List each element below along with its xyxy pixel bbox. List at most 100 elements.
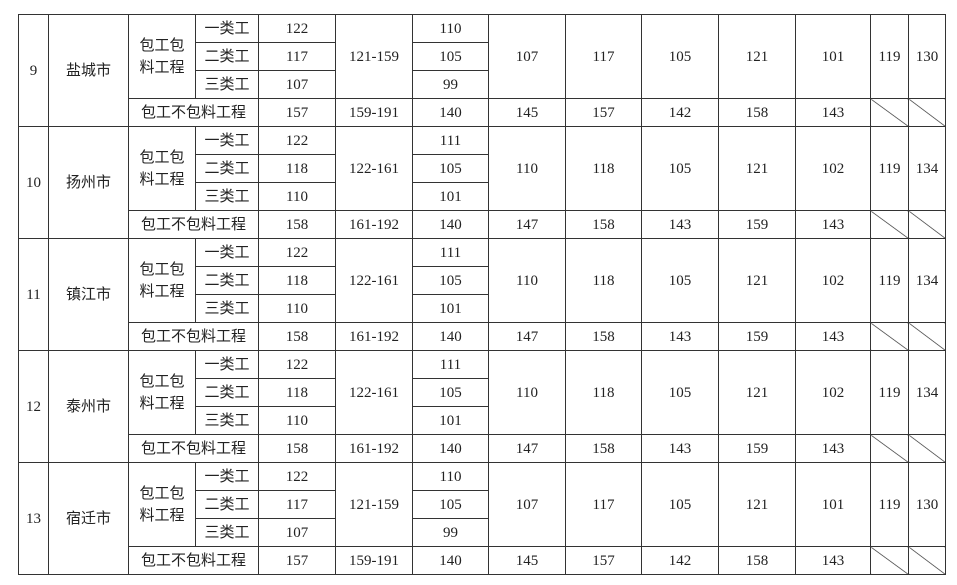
rate-col: 118 xyxy=(565,126,642,211)
rate-table: 9 盐城市 包工包料工程 一类工 122 121-159 110 107 117 105 121 10… xyxy=(18,14,946,575)
rate-col: 158 xyxy=(565,322,642,351)
table-row: 二类工 117 105 xyxy=(19,490,946,519)
table-row: 13 宿迁市 包工包料工程 一类工 122 121-159 110 107 117 105 121 1… xyxy=(18,462,946,575)
rate-c: 105 xyxy=(412,42,489,71)
contract-type: 包工不包料工程 xyxy=(128,210,259,239)
table-row: 二类工 117 105 xyxy=(19,42,946,71)
city: 宿迁市 xyxy=(48,462,129,575)
table-row: 包工不包料工程 158 161-192 140 147 158 143 159 143 xyxy=(19,322,946,351)
rate-a: 117 xyxy=(258,42,336,71)
rate-i: 119 xyxy=(870,350,909,435)
empty-cell xyxy=(870,98,909,127)
rate-c: 111 xyxy=(412,350,489,379)
rate-c: 105 xyxy=(412,378,489,407)
rate-i: 119 xyxy=(870,126,909,211)
rate-i: 119 xyxy=(870,462,909,547)
contract-type: 包工包料工程 xyxy=(128,350,196,435)
table-row: 三类工 107 99 xyxy=(19,70,946,99)
city: 盐城市 xyxy=(48,14,129,127)
row-number: 13 xyxy=(18,462,49,575)
sheet: 9 盐城市 包工包料工程 一类工 122 121-159 110 107 117 105 121 10… xyxy=(18,14,946,575)
rate-a: 110 xyxy=(258,406,336,435)
rate-col: 117 xyxy=(565,462,642,547)
empty-cell xyxy=(870,434,909,463)
rate-j: 134 xyxy=(908,238,946,323)
table-row: 包工不包料工程 157 159-191 140 145 157 142 158 143 xyxy=(19,546,946,575)
table-row: 二类工 118 105 xyxy=(19,266,946,295)
table-row: 三类工 110 101 xyxy=(19,406,946,435)
contract-type: 包工包料工程 xyxy=(128,14,196,99)
table-row: 二类工 118 105 xyxy=(19,378,946,407)
empty-cell xyxy=(908,434,946,463)
contract-type-text: 包工包料工程 xyxy=(139,149,185,188)
rate-c: 111 xyxy=(412,126,489,155)
rate-range: 159-191 xyxy=(335,98,413,127)
empty-cell xyxy=(908,546,946,575)
worker-class: 一类工 xyxy=(195,350,259,379)
rate-a: 118 xyxy=(258,266,336,295)
rate-c: 111 xyxy=(412,238,489,267)
worker-class: 三类工 xyxy=(195,70,259,99)
rate-range: 161-192 xyxy=(335,322,413,351)
contract-type: 包工不包料工程 xyxy=(128,546,259,575)
rate-range: 122-161 xyxy=(335,350,413,435)
rate-col: 157 xyxy=(565,98,642,127)
rate-col: 102 xyxy=(795,126,871,211)
table-row: 11 镇江市 包工包料工程 一类工 122 122-161 111 110 118 105 121 1… xyxy=(18,238,946,351)
rate-c: 140 xyxy=(412,210,489,239)
empty-cell xyxy=(870,546,909,575)
rate-col: 143 xyxy=(641,322,719,351)
city: 镇江市 xyxy=(48,238,129,351)
rate-c: 110 xyxy=(412,462,489,491)
rate-c: 99 xyxy=(412,518,489,547)
table-row: 10 扬州市 包工包料工程 一类工 122 122-161 111 110 118 105 121 1… xyxy=(18,126,946,239)
rate-col: 143 xyxy=(641,434,719,463)
city: 泰州市 xyxy=(48,350,129,463)
rate-col: 143 xyxy=(795,210,871,239)
rate-a: 118 xyxy=(258,154,336,183)
rate-col: 105 xyxy=(641,238,719,323)
rate-a: 110 xyxy=(258,294,336,323)
rate-col: 110 xyxy=(488,238,566,323)
rate-col: 147 xyxy=(488,434,566,463)
rate-c: 101 xyxy=(412,182,489,211)
rate-col: 143 xyxy=(795,98,871,127)
contract-type: 包工不包料工程 xyxy=(128,434,259,463)
rate-a: 122 xyxy=(258,462,336,491)
rate-a: 122 xyxy=(258,14,336,43)
rate-c: 99 xyxy=(412,70,489,99)
rate-a: 122 xyxy=(258,350,336,379)
rate-col: 159 xyxy=(718,210,796,239)
rate-col: 121 xyxy=(718,462,796,547)
table-row: 二类工 118 105 xyxy=(19,154,946,183)
rate-j: 134 xyxy=(908,350,946,435)
rate-i: 119 xyxy=(870,238,909,323)
rate-col: 158 xyxy=(565,210,642,239)
rate-range: 121-159 xyxy=(335,14,413,99)
rate-col: 110 xyxy=(488,126,566,211)
worker-class: 一类工 xyxy=(195,14,259,43)
rate-c: 105 xyxy=(412,266,489,295)
row-number: 11 xyxy=(18,238,49,351)
rate-col: 101 xyxy=(795,462,871,547)
rate-col: 101 xyxy=(795,14,871,99)
worker-class: 二类工 xyxy=(195,266,259,295)
rate-c: 140 xyxy=(412,546,489,575)
rate-col: 142 xyxy=(641,98,719,127)
rate-i: 119 xyxy=(870,14,909,99)
rate-range: 161-192 xyxy=(335,210,413,239)
rate-col: 121 xyxy=(718,350,796,435)
rate-j: 130 xyxy=(908,14,946,99)
rate-col: 158 xyxy=(718,546,796,575)
rate-col: 147 xyxy=(488,210,566,239)
city: 扬州市 xyxy=(48,126,129,239)
rate-a: 118 xyxy=(258,378,336,407)
rate-range: 161-192 xyxy=(335,434,413,463)
rate-col: 105 xyxy=(641,126,719,211)
rate-c: 105 xyxy=(412,154,489,183)
contract-type: 包工包料工程 xyxy=(128,238,196,323)
rate-col: 105 xyxy=(641,350,719,435)
rate-col: 158 xyxy=(718,98,796,127)
rate-c: 105 xyxy=(412,490,489,519)
rate-col: 110 xyxy=(488,350,566,435)
